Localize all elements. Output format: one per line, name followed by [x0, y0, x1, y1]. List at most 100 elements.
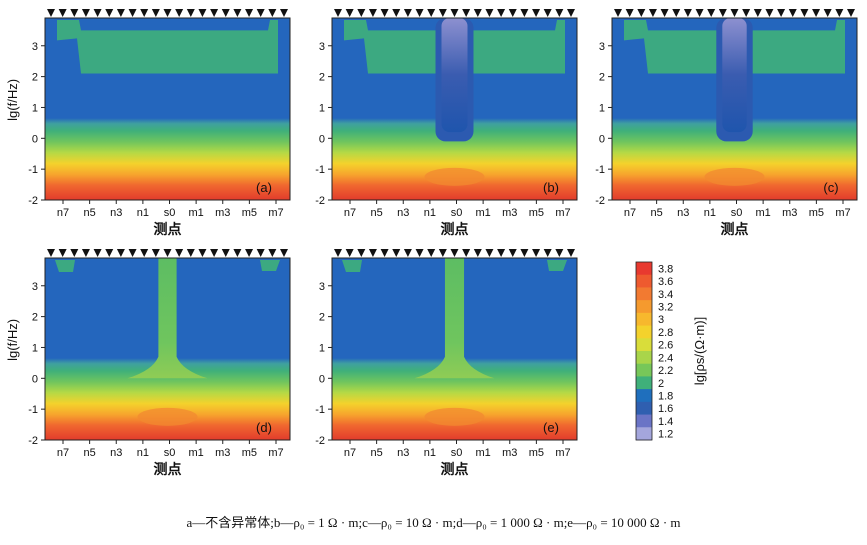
x-axis-title: 测点: [154, 461, 182, 477]
panel-label: (d): [256, 420, 272, 435]
x-tick-label: m5: [809, 207, 824, 219]
station-marker: [450, 249, 459, 257]
station-marker: [233, 9, 242, 17]
x-axis-title: 测点: [721, 221, 749, 237]
station-marker: [345, 249, 354, 257]
colorbar-swatch: [636, 363, 652, 377]
plot-frame: [331, 257, 578, 441]
station-marker: [695, 9, 704, 17]
x-tick-label: n7: [344, 207, 356, 219]
x-axis-title: 测点: [441, 461, 469, 477]
anomaly-core: [414, 258, 495, 379]
panel-e: 3 2 1 0 -1 -2 n7 n5 n3 n1 s0 m1 m3 m5 m7 测点 (e): [315, 249, 578, 477]
station-marker: [683, 9, 692, 17]
x-tick-label: n1: [137, 447, 149, 459]
colorbar-swatch: [636, 401, 652, 416]
colorbar-swatch: [636, 338, 652, 352]
figure-caption: a—不含异常体;b—ρ₀ = 1 Ω · m;c—ρ₀ = 10 Ω · m;d…: [186, 515, 681, 530]
x-tick-label: n7: [57, 207, 69, 219]
x-tick-label: m7: [555, 207, 570, 219]
station-marker: [163, 249, 172, 257]
y-axis-title: lg(f/Hz): [5, 79, 20, 121]
colorbar-tick-label: 1.8: [658, 391, 673, 403]
station-marker: [151, 9, 160, 17]
anomaly-core: [722, 18, 747, 133]
station-marker: [368, 9, 377, 17]
y-tick-label: -1: [28, 164, 38, 176]
x-tick-label: n3: [110, 207, 122, 219]
y-tick-label: 2: [319, 72, 325, 84]
station-marker: [427, 249, 436, 257]
station-marker: [128, 249, 137, 257]
y-tick-label: -2: [28, 195, 38, 207]
x-tick-label: n3: [677, 207, 689, 219]
station-marker: [128, 9, 137, 17]
y-tick-label: 2: [32, 72, 38, 84]
colorbar-swatch: [636, 351, 652, 365]
station-marker: [58, 9, 67, 17]
x-tick-label: s0: [731, 207, 743, 219]
station-marker: [198, 249, 207, 257]
station-marker: [497, 249, 506, 257]
y-tick-label: 0: [319, 373, 325, 385]
station-marker: [357, 9, 366, 17]
panel-label: (c): [823, 180, 838, 195]
x-tick-label: m5: [529, 447, 544, 459]
station-marker: [508, 249, 517, 257]
station-marker: [637, 9, 646, 17]
x-tick-label: n3: [397, 207, 409, 219]
x-tick-label: m1: [475, 447, 490, 459]
y-tick-label: 3: [599, 41, 605, 53]
station-marker: [730, 9, 739, 17]
x-tick-label: n5: [371, 447, 383, 459]
station-marker: [450, 9, 459, 17]
station-marker: [718, 9, 727, 17]
x-tick-label: m1: [755, 207, 770, 219]
station-marker: [625, 9, 634, 17]
plot-frame: [331, 17, 578, 201]
colorbar-swatch: [636, 325, 652, 339]
panel-b: 3 2 1 0 -1 -2 n7 n5 n3 n1 s0 m1 m3 m5 m7 测点 (b): [315, 9, 578, 237]
station-marker: [280, 249, 288, 257]
station-marker: [186, 9, 195, 17]
station-marker: [210, 9, 219, 17]
x-tick-label: m3: [782, 207, 797, 219]
station-marker: [543, 249, 552, 257]
x-tick-label: m3: [502, 447, 517, 459]
colorbar-swatch: [636, 274, 652, 288]
station-marker: [812, 9, 821, 17]
x-tick-label: m5: [242, 447, 257, 459]
station-marker: [345, 9, 354, 17]
x-tick-label: m7: [555, 447, 570, 459]
colorbar-swatch: [636, 300, 652, 314]
plot-frame: [44, 257, 291, 441]
colorbar-swatch: [636, 287, 652, 301]
station-marker: [485, 9, 494, 17]
x-tick-label: m1: [475, 207, 490, 219]
colorbar-swatch: [636, 389, 652, 403]
panel-d: 3 2 1 0 -1 -2 n7 n5 n3 n1 s0 m1 m3 m5 m7 测点 lg(f/Hz) (d): [5, 249, 291, 477]
station-marker: [221, 249, 230, 257]
station-marker: [753, 9, 762, 17]
station-marker: [105, 9, 114, 17]
station-marker: [543, 9, 552, 17]
panel-label: (e): [543, 420, 559, 435]
station-marker: [70, 9, 79, 17]
colorbar-swatch: [636, 414, 652, 428]
y-tick-label: 2: [599, 72, 605, 84]
colorbar-swatch: [636, 427, 652, 441]
station-marker: [567, 9, 575, 17]
colorbar-tick-label: 2: [658, 378, 664, 390]
station-marker: [555, 249, 564, 257]
station-marker: [198, 9, 207, 17]
station-marker: [532, 9, 541, 17]
station-marker: [497, 9, 506, 17]
station-marker: [380, 9, 389, 17]
station-marker: [368, 249, 377, 257]
anomaly-core: [441, 18, 468, 133]
y-tick-label: 3: [32, 281, 38, 293]
y-tick-label: -2: [315, 195, 325, 207]
contour-bump: [137, 407, 198, 426]
y-axis-title: lg(f/Hz): [5, 319, 20, 361]
